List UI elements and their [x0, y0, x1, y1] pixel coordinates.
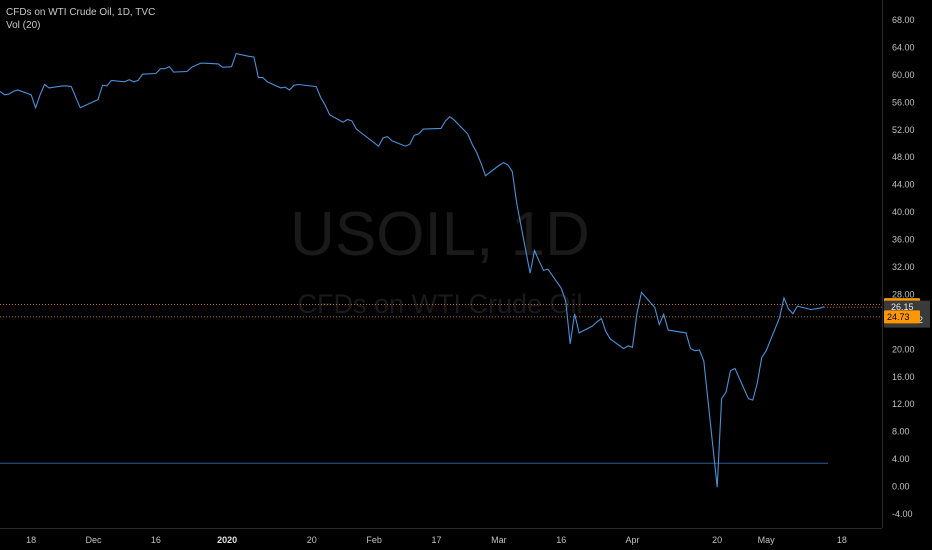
price-badge-bg: [884, 310, 920, 324]
price-series-line[interactable]: [0, 52, 825, 488]
y-tick-label: 8.00: [892, 427, 910, 437]
y-tick-label: 40.00: [892, 207, 915, 217]
y-tick-label: 4.00: [892, 454, 910, 464]
price-badge: 24.73: [887, 312, 910, 322]
x-tick-label: Apr: [626, 535, 640, 545]
watermark-symbol: USOIL, 1D: [290, 200, 590, 269]
watermark-description: CFDs on WTI Crude Oil: [297, 289, 582, 319]
y-tick-label: 44.00: [892, 180, 915, 190]
y-tick-label: 36.00: [892, 235, 915, 245]
y-tick-label: 52.00: [892, 125, 915, 135]
x-tick-label: 20: [307, 535, 317, 545]
x-tick-label: 16: [151, 535, 161, 545]
legend-indicator[interactable]: Vol (20): [6, 20, 41, 31]
y-tick-label: 20.00: [892, 344, 915, 354]
y-tick-label: 48.00: [892, 152, 915, 162]
x-tick-label: Dec: [86, 535, 103, 545]
x-tick-label: 2020: [217, 535, 237, 545]
y-tick-label: 32.00: [892, 262, 915, 272]
y-tick-label: -4.00: [892, 509, 913, 519]
time-axis[interactable]: 18 Dec 16 2020 20 Feb 17 Mar 16 Apr 20 May 18: [26, 535, 847, 545]
y-tick-label: 16.00: [892, 372, 915, 382]
chart-legend: CFDs on WTI Crude Oil, 1D, TVC Vol (20): [6, 6, 155, 32]
x-tick-label: Feb: [366, 535, 382, 545]
x-tick-label: Mar: [491, 535, 507, 545]
y-tick-label: 28.00: [892, 289, 915, 299]
price-badges: 26.5226.1523:15:3224.73: [884, 298, 930, 328]
legend-title[interactable]: CFDs on WTI Crude Oil, 1D, TVC: [6, 7, 156, 18]
price-lines: [0, 304, 882, 318]
last-price-badge: 26.15: [891, 302, 914, 312]
x-tick-label: 18: [26, 535, 36, 545]
y-tick-label: 12.00: [892, 399, 915, 409]
x-tick-label: May: [758, 535, 776, 545]
y-tick-label: 56.00: [892, 97, 915, 107]
x-tick-label: 20: [712, 535, 722, 545]
x-tick-label: 18: [837, 535, 847, 545]
x-tick-label: 16: [556, 535, 566, 545]
y-tick-label: 60.00: [892, 70, 915, 80]
x-tick-label: 17: [432, 535, 442, 545]
y-tick-label: 68.00: [892, 15, 915, 25]
price-axis[interactable]: 68.00 64.00 60.00 56.00 52.00 48.00 44.00 40.00…: [892, 15, 915, 519]
y-tick-label: 64.00: [892, 42, 915, 52]
y-tick-label: 0.00: [892, 482, 910, 492]
